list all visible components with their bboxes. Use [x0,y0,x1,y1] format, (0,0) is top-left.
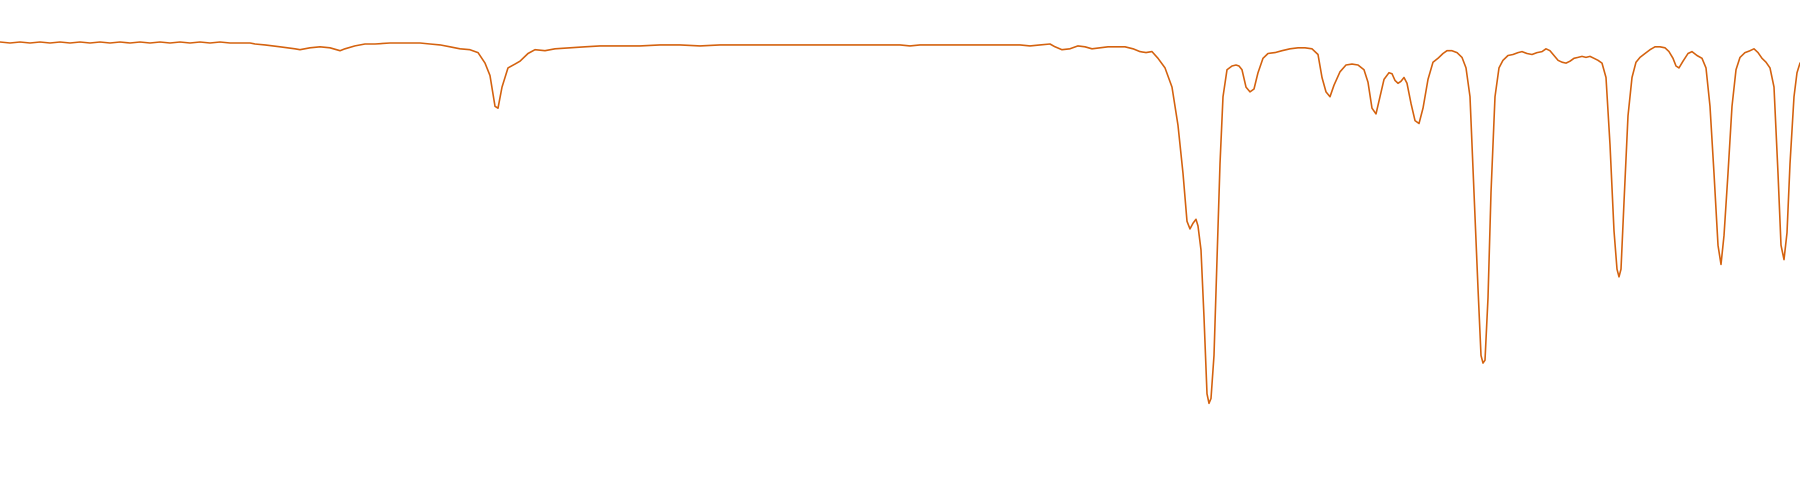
spectrum-series-line [0,41,1800,405]
